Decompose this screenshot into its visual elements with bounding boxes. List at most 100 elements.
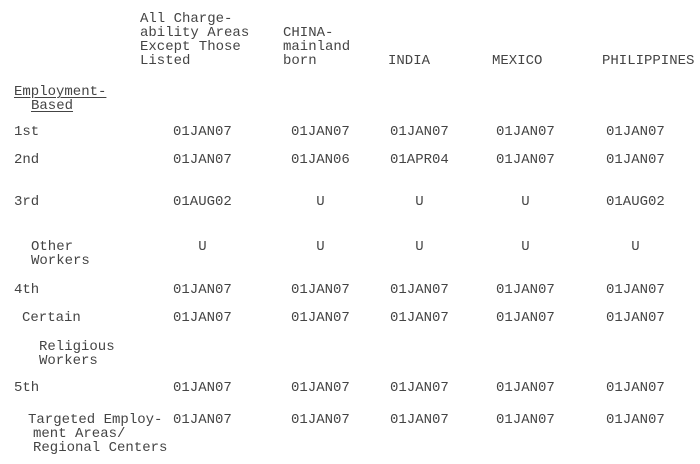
cutoff-cell: 01JAN07	[492, 153, 602, 195]
table-row-eb2: 2nd 01JAN07 01JAN06 01APR04 01JAN07 01JA…	[0, 153, 700, 195]
section-heading-line: Employment-	[14, 84, 107, 100]
cutoff-value: 01JAN07	[291, 282, 350, 298]
row-label-line: Workers	[39, 353, 98, 369]
cutoff-value: U	[316, 239, 325, 255]
row-label-line: 5th	[14, 380, 40, 396]
section-heading-line: Based	[31, 98, 74, 114]
row-label-line: 3rd	[14, 194, 40, 210]
cutoff-cell: 01JAN07	[388, 125, 492, 153]
column-header-all-chargeability: All Charge- ability Areas Except Those L…	[140, 11, 250, 69]
cutoff-cell: U	[492, 240, 602, 283]
row-label-line: 4th	[14, 282, 40, 298]
cutoff-cell: U	[388, 195, 492, 240]
cutoff-cell: U	[388, 240, 492, 283]
cutoff-cell: U	[283, 195, 388, 240]
cutoff-cell: 01JAN07	[602, 381, 700, 413]
column-header-philippines: PHILIPPINES	[602, 53, 695, 69]
cutoff-value: U	[521, 194, 530, 210]
cutoff-value: 01JAN07	[496, 282, 555, 298]
cutoff-cell: U	[140, 240, 283, 283]
row-label-line: Workers	[31, 253, 90, 269]
section-heading: Employment- Based	[0, 85, 140, 125]
row-label-line: 1st	[14, 124, 40, 140]
cutoff-value: 01JAN07	[291, 380, 350, 396]
table-row-certain: Certain 01JAN07 01JAN07 01JAN07 01JAN07 …	[0, 311, 700, 340]
cutoff-value: 01JAN07	[606, 152, 665, 168]
cutoff-value: 01JAN07	[291, 310, 350, 326]
cutoff-cell: 01JAN07	[140, 311, 283, 340]
cutoff-cell: 01JAN07	[283, 125, 388, 153]
cutoff-value: U	[198, 239, 207, 255]
row-label-line: Other	[31, 239, 74, 255]
cutoff-cell: 01JAN07	[602, 413, 700, 464]
row-label: Targeted Employ- ment Areas/ Regional Ce…	[0, 412, 168, 464]
row-label-line: Targeted Employ-	[28, 412, 163, 428]
cutoff-value: 01JAN07	[390, 282, 449, 298]
cutoff-value: 01JAN07	[173, 124, 232, 140]
cutoff-value: 01JAN07	[173, 380, 232, 396]
table-row-targeted: Targeted Employ- ment Areas/ Regional Ce…	[0, 413, 700, 464]
cutoff-cell: 01JAN07	[492, 125, 602, 153]
cutoff-value: 01JAN06	[291, 152, 350, 168]
cutoff-cell: 01JAN07	[140, 381, 283, 413]
cutoff-cell: 01JAN07	[388, 283, 492, 311]
cutoff-cell: 01AUG02	[602, 195, 700, 240]
cutoff-value: 01JAN07	[606, 310, 665, 326]
cutoff-cell: 01APR04	[388, 153, 492, 195]
cutoff-value: 01JAN07	[606, 380, 665, 396]
column-header-india: INDIA	[388, 53, 431, 69]
cutoff-cell: 01JAN07	[602, 153, 700, 195]
cutoff-value: 01JAN07	[291, 124, 350, 140]
cutoff-cell: 01JAN07	[140, 413, 283, 464]
table-row-eb3: 3rd 01AUG02 U U U 01AUG02	[0, 195, 700, 240]
cutoff-value: 01JAN07	[390, 412, 449, 428]
cutoff-cell: 01JAN07	[492, 283, 602, 311]
cutoff-cell: 01JAN07	[283, 311, 388, 340]
cutoff-cell: 01JAN07	[492, 311, 602, 340]
row-label: Other Workers	[0, 240, 140, 283]
cutoff-value: 01JAN07	[173, 282, 232, 298]
cutoff-cell: 01JAN07	[602, 311, 700, 340]
cutoff-cell: 01JAN07	[602, 283, 700, 311]
cutoff-cell: 01JAN07	[140, 153, 283, 195]
cutoff-cell: 01JAN07	[492, 413, 602, 464]
row-label-line: Religious	[39, 339, 115, 355]
cutoff-value: 01JAN07	[496, 152, 555, 168]
cutoff-cell: 01JAN07	[283, 283, 388, 311]
cutoff-value: 01AUG02	[173, 194, 232, 210]
cutoff-cell: 01JAN07	[388, 311, 492, 340]
cutoff-value: 01JAN07	[173, 412, 232, 428]
cutoff-cell: 01JAN07	[602, 125, 700, 153]
cutoff-value: U	[521, 239, 530, 255]
cutoff-value: 01JAN07	[496, 124, 555, 140]
row-label: 4th	[0, 283, 140, 311]
cutoff-value: 01JAN07	[606, 282, 665, 298]
row-label-line: Regional Centers	[33, 440, 168, 456]
cutoff-value: U	[415, 194, 424, 210]
table-row-eb4: 4th 01JAN07 01JAN07 01JAN07 01JAN07 01JA…	[0, 283, 700, 311]
cutoff-cell: 01JAN07	[283, 413, 388, 464]
table-row-other-workers: Other Workers U U U U U	[0, 240, 700, 283]
cutoff-value: 01JAN07	[496, 310, 555, 326]
row-label: Certain	[0, 311, 140, 340]
cutoff-value: U	[631, 239, 640, 255]
cutoff-cell: 01JAN07	[492, 381, 602, 413]
column-header-row: All Charge- ability Areas Except Those L…	[0, 0, 700, 85]
cutoff-value: 01JAN07	[173, 152, 232, 168]
header-spacer	[0, 0, 140, 85]
cutoff-value: 01AUG02	[606, 194, 665, 210]
row-label: 5th	[0, 381, 140, 413]
cutoff-value: 01JAN07	[496, 412, 555, 428]
cutoff-value: U	[316, 194, 325, 210]
row-label-line: 2nd	[14, 152, 40, 168]
cutoff-cell: 01JAN07	[283, 381, 388, 413]
cutoff-value: 01JAN07	[606, 412, 665, 428]
cutoff-value: 01JAN07	[390, 380, 449, 396]
column-header-china: CHINA- mainland born	[283, 25, 351, 69]
cutoff-value: 01JAN07	[606, 124, 665, 140]
cutoff-cell: 01JAN07	[388, 413, 492, 464]
cutoff-cell: U	[492, 195, 602, 240]
table-row-eb5: 5th 01JAN07 01JAN07 01JAN07 01JAN07 01JA…	[0, 381, 700, 413]
cutoff-value: 01JAN07	[291, 412, 350, 428]
